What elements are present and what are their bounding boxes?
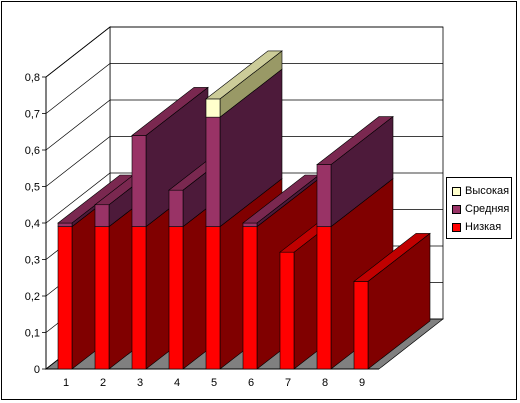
gridline <box>45 26 443 78</box>
bar-segment <box>57 226 73 370</box>
x-tick-label: 5 <box>211 377 217 389</box>
legend-swatch-low <box>452 222 461 232</box>
bar-segment <box>168 189 184 227</box>
x-tick-label: 8 <box>322 377 328 389</box>
gridline <box>45 63 443 114</box>
bar-segment <box>316 226 332 370</box>
bar-segment <box>205 98 221 118</box>
bar-top <box>205 50 283 100</box>
y-tick-label: 0,4 <box>25 218 40 230</box>
bar-segment <box>205 226 221 370</box>
y-tick-label: 0,8 <box>25 72 40 84</box>
gridline <box>45 99 443 151</box>
bar-segment <box>94 226 110 370</box>
y-tick-label: 0,1 <box>25 328 40 340</box>
legend: Высокая Средняя Низкая <box>446 177 512 239</box>
x-tick-label: 3 <box>137 377 143 389</box>
y-tick-label: 0,2 <box>25 291 40 303</box>
y-tick-label: 0,5 <box>25 182 40 194</box>
gridline <box>45 136 443 187</box>
bar-segment <box>205 116 221 227</box>
bar-segment <box>279 251 295 370</box>
bar-segment <box>242 222 258 227</box>
bar-segment <box>57 222 73 227</box>
bar-segment <box>94 204 110 227</box>
bar-top <box>316 116 394 165</box>
bar-segment <box>316 164 332 227</box>
y-tick-label: 0,6 <box>25 145 40 157</box>
y-tick-label: 0,7 <box>25 109 40 121</box>
legend-item-high: Высокая <box>452 182 511 200</box>
y-tick-label: 0 <box>34 364 40 376</box>
x-tick-label: 4 <box>174 377 180 389</box>
x-tick-label: 1 <box>63 377 69 389</box>
bar-segment <box>131 226 147 370</box>
x-tick-label: 2 <box>100 377 106 389</box>
x-tick-label: 6 <box>248 377 254 389</box>
bar-segment <box>168 226 184 370</box>
bar-segment <box>242 226 258 370</box>
bar-top <box>131 87 209 136</box>
x-tick-label: 9 <box>359 377 365 389</box>
bar-segment <box>353 281 369 370</box>
bar-segment <box>131 135 147 227</box>
y-tick-label: 0,3 <box>25 255 40 267</box>
x-tick-label: 7 <box>285 377 291 389</box>
legend-item-medium: Средняя <box>452 200 511 218</box>
legend-swatch-medium <box>452 204 461 214</box>
legend-label-medium: Средняя <box>465 203 510 215</box>
legend-item-low: Низкая <box>452 218 511 236</box>
legend-label-low: Низкая <box>465 221 502 233</box>
legend-label-high: Высокая <box>465 185 510 197</box>
bar-top <box>353 233 431 282</box>
legend-swatch-high <box>452 186 461 196</box>
